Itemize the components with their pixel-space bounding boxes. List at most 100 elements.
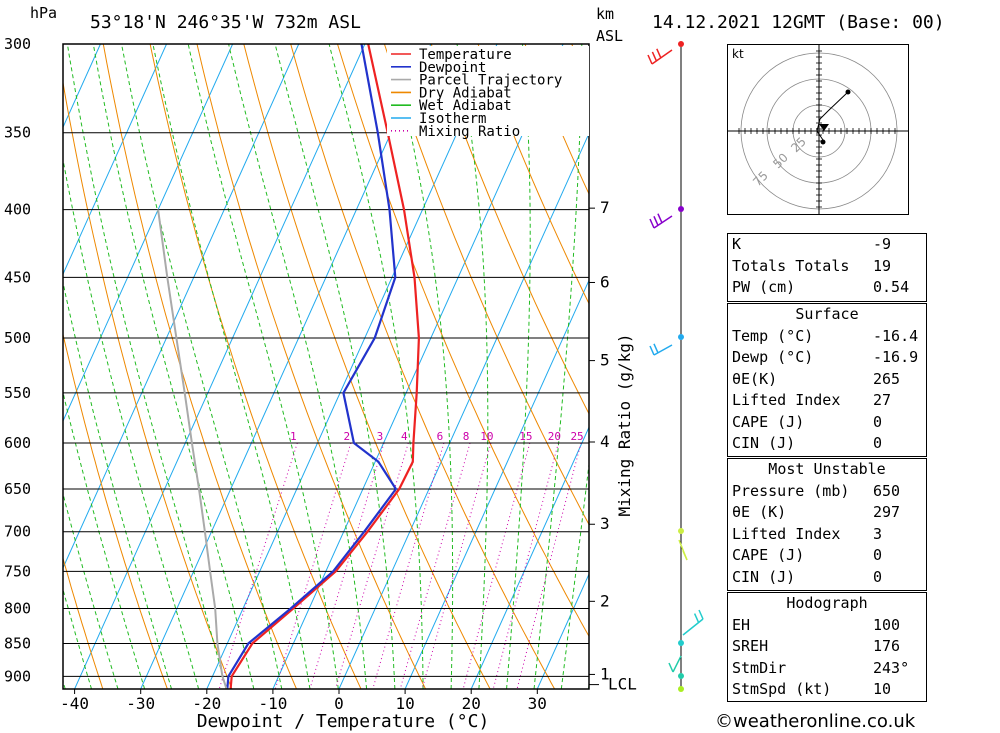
dry-adiabat-line (243, 44, 491, 689)
mixing-ratio-line (335, 442, 409, 689)
wind-barb-icon (682, 609, 704, 636)
hodograph: kt 25 50 75 (727, 44, 909, 215)
wind-barb-icon (668, 655, 682, 673)
km-tick-label: 2 (600, 591, 610, 610)
surface-table: Surface Temp (°C) -16.4 Dewp (°C) -16.9 θE… (727, 303, 927, 457)
km-tick-label: 3 (600, 514, 610, 533)
hodo-row: StmDir 243° (728, 658, 926, 680)
wind-level-dot (678, 334, 684, 340)
dry-adiabat-line (149, 44, 362, 689)
dry-adiabat-line (571, 44, 589, 86)
isotherm-line (404, 279, 589, 689)
pressure-tick-label: 900 (4, 667, 31, 685)
pressure-tick-label: 800 (4, 600, 31, 618)
isotherm-line (536, 572, 589, 689)
most-unstable-table: Most Unstable Pressure (mb) 650 θE (K) 297… (727, 458, 927, 591)
index-row-k: K -9 (728, 234, 926, 256)
indices-table: K -9 Totals Totals 19 PW (cm) 0.54 (727, 233, 927, 302)
mixing-ratio-label: 25 (570, 430, 583, 443)
hodograph-table: Hodograph EH 100 SREH 176 StmDir 243° StmSp… (727, 592, 927, 702)
surface-value: 27 (873, 391, 892, 409)
legend-label: Temperature (419, 47, 512, 63)
dry-adiabat-line (290, 44, 556, 689)
temperature-curve (229, 44, 421, 689)
pressure-tick-label: 600 (4, 434, 31, 452)
mu-row: CAPE (J) 0 (728, 545, 926, 567)
index-row-pw: PW (cm) 0.54 (728, 277, 926, 299)
wet-adiabat-line (456, 44, 489, 689)
mixing-ratio-label: 8 (463, 430, 470, 443)
skew-t-diagram: 1 2 3 4 6 8 10 15 20 2530035040045050055060065070… (4, 35, 720, 732)
wet-adiabat-line (228, 44, 368, 689)
wind-level-dot (678, 673, 684, 679)
surface-row: Temp (°C) -16.4 (728, 326, 926, 348)
hodo-row: EH 100 (728, 615, 926, 637)
km-tick-label: 1 (600, 664, 610, 683)
hodo-row: StmSpd (kt) 10 (728, 679, 926, 701)
hodograph-point (820, 139, 826, 145)
legend-label: Dry Adiabat (419, 85, 512, 101)
legend-label: Mixing Ratio (419, 124, 520, 140)
wind-level-dot (678, 206, 684, 212)
surface-row: CIN (J) 0 (728, 433, 926, 455)
location-title: 53°18'N 246°35'W 732m ASL (90, 12, 361, 33)
plot-frame (62, 43, 590, 690)
pressure-tick-label: 750 (4, 562, 31, 580)
isotherm-line (470, 426, 589, 689)
wind-level-dot (678, 686, 684, 692)
mu-row: θE (K) 297 (728, 502, 926, 524)
hodo-value: 100 (873, 615, 901, 634)
mu-row: CIN (J) 0 (728, 567, 926, 589)
mu-value: 650 (873, 481, 901, 500)
surface-value: 265 (873, 369, 901, 388)
surface-value: 0 (873, 412, 883, 431)
index-label: PW (cm) (732, 278, 796, 296)
dry-adiabat-line (102, 44, 297, 689)
dry-adiabat-line (477, 44, 589, 305)
x-axis-title: Dewpoint / Temperature (°C) (197, 711, 490, 732)
mu-label: θE (K) (732, 503, 787, 521)
hodograph-point (845, 89, 851, 95)
dry-adiabat-line (665, 44, 720, 689)
pressure-tick-label: 400 (4, 201, 31, 219)
mixing-ratio-line (516, 442, 582, 689)
wet-adiabat-line (63, 157, 200, 689)
hodo-value: 176 (873, 637, 901, 655)
surface-label: Dewp (°C) (732, 348, 814, 366)
mixing-ratio-line (399, 442, 471, 689)
mu-label: Lifted Index (732, 524, 841, 543)
hodograph-ring-label: 25 (788, 134, 809, 155)
hodo-value: 243° (873, 658, 910, 677)
legend-label: Dewpoint (419, 60, 486, 76)
dry-adiabat-line (196, 44, 426, 689)
index-label: Totals Totals (732, 256, 850, 275)
hodograph-ring-label: 75 (750, 168, 771, 189)
pressure-tick-label: 450 (4, 268, 31, 286)
dewpoint-curve (226, 44, 398, 689)
wind-level-dot (678, 640, 684, 646)
wet-adiabat-line (274, 44, 396, 689)
lcl-label: LCL (608, 675, 637, 694)
mixing-ratio-label: 15 (519, 430, 532, 443)
index-value: -9 (873, 235, 892, 253)
isotherm-line (74, 44, 366, 689)
mu-value: 0 (873, 546, 883, 564)
copyright-footer[interactable]: ©weatheronline.co.uk (715, 711, 916, 732)
mu-value: 3 (873, 524, 883, 543)
x-tick-label: -10 (258, 694, 287, 713)
mu-value: 297 (873, 503, 901, 521)
wet-adiabat-line (152, 44, 311, 689)
dry-adiabat-line (430, 44, 589, 415)
legend-label: Parcel Trajectory (419, 73, 562, 89)
wet-adiabat-line (63, 280, 172, 689)
surface-label: θE(K) (732, 369, 778, 388)
mixing-ratio-line (462, 442, 531, 689)
surface-label: CAPE (J) (732, 412, 805, 431)
dry-adiabat-line (63, 332, 168, 689)
x-tick-label: -20 (192, 694, 221, 713)
km-tick-label: 7 (600, 198, 610, 217)
wet-adiabat-line (390, 44, 454, 689)
wet-adiabat-line (63, 491, 119, 689)
wet-adiabat-line (187, 44, 339, 689)
